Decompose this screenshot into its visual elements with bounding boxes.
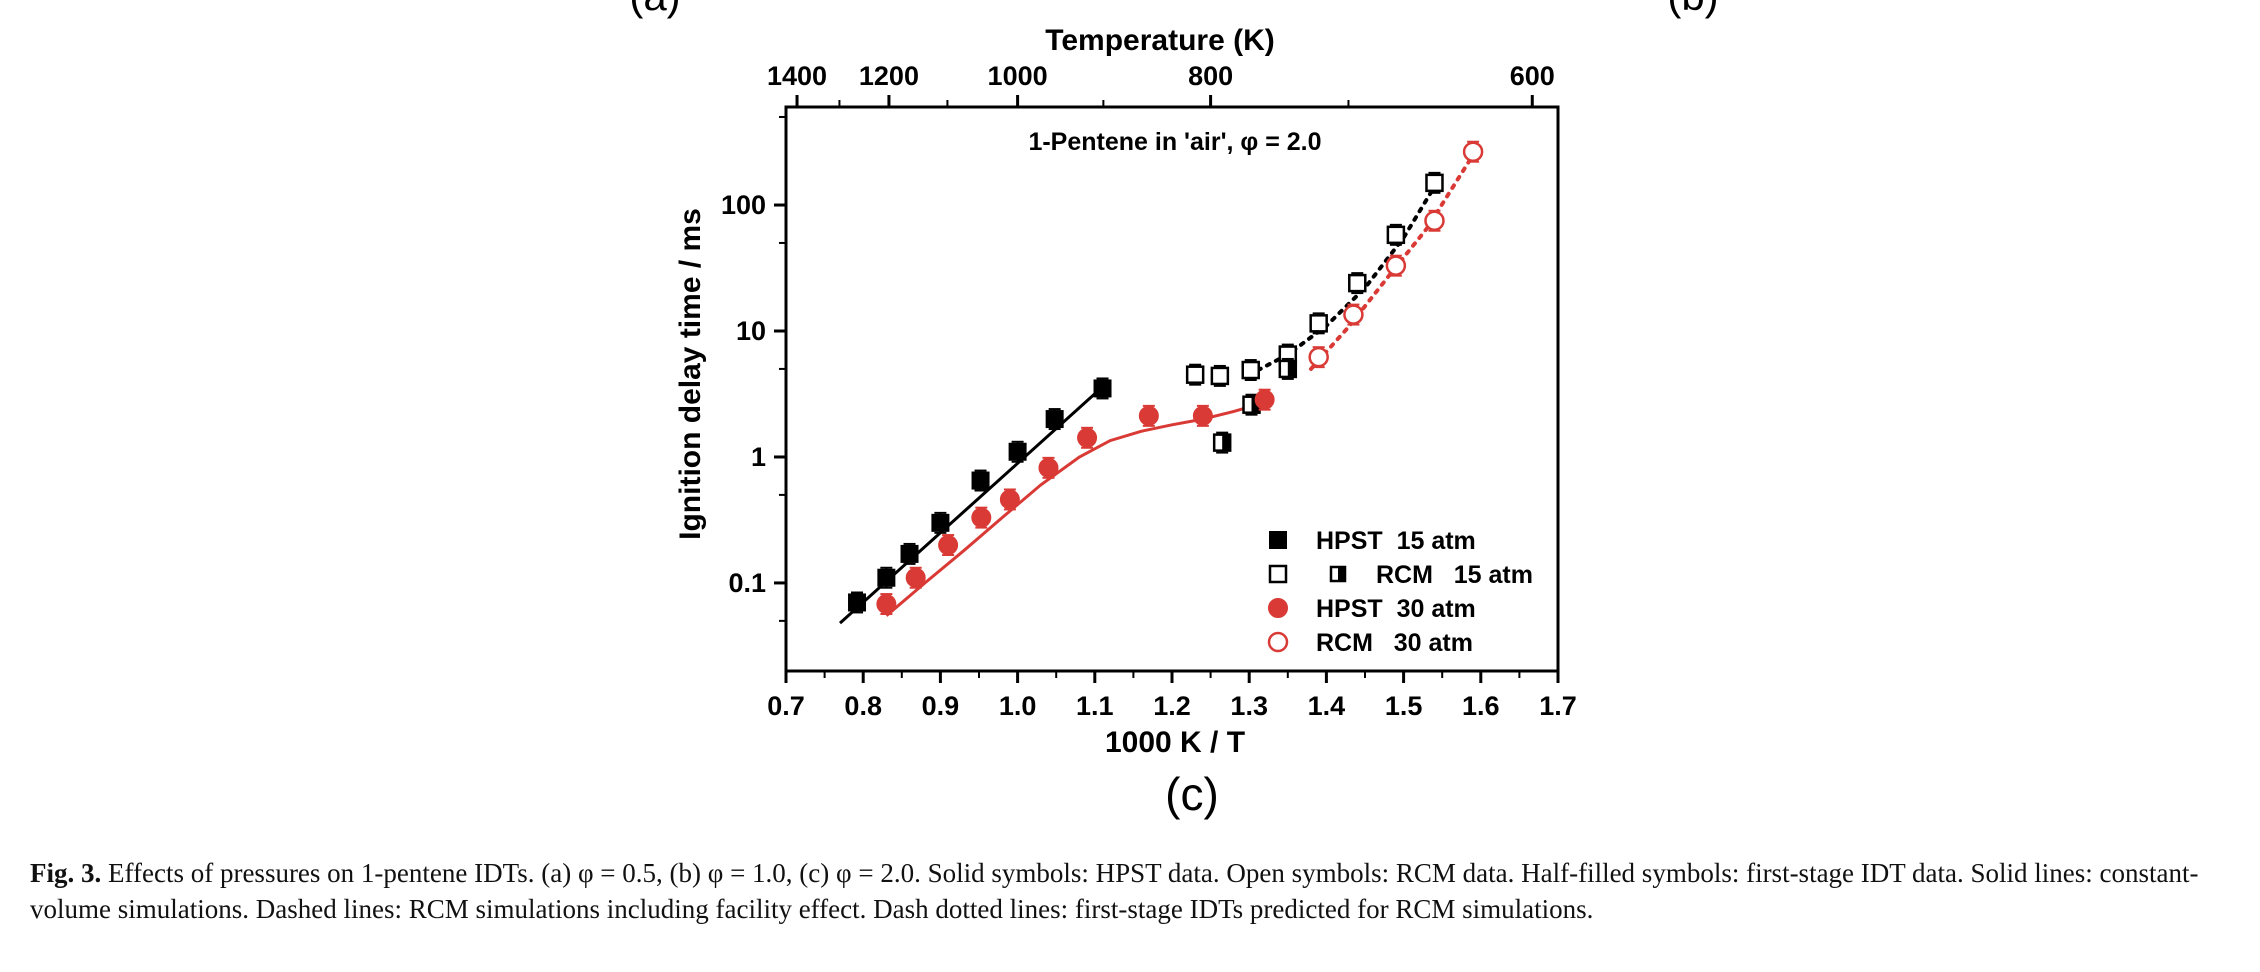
panel-label-b: (b) (1667, 0, 1718, 19)
data-point-half (1338, 567, 1345, 581)
data-point (1386, 225, 1406, 245)
x-tick-label: 1.1 (1076, 691, 1114, 721)
data-point (1269, 531, 1287, 549)
legend-label: RCM 15 atm (1376, 561, 1533, 589)
x-tick-label: 0.9 (922, 691, 960, 721)
axis-ticks: 0.7 0.8 0.9 1.0 1.1 1.2 1.3 1.4 1.5 1.6 1.7 0.1 1 10 1… (721, 61, 1577, 721)
data-point (938, 535, 959, 556)
panel-label-c: (c) (1165, 768, 1219, 820)
data-point (1343, 304, 1364, 325)
data-point (905, 567, 926, 588)
panel-label-a: (a) (629, 0, 680, 19)
data-point (1210, 366, 1230, 386)
data-point (931, 513, 950, 532)
data-point (877, 568, 896, 587)
y-tick-label: 10 (736, 316, 766, 346)
y-tick-label: 0.1 (728, 568, 766, 598)
data-point (1348, 273, 1367, 293)
data-point (900, 544, 919, 563)
top-tick-label: 600 (1510, 61, 1555, 91)
data-point (971, 507, 992, 528)
simulation-line (1247, 184, 1437, 377)
x-tick-label: 0.8 (844, 691, 882, 721)
x-tick-label: 1.2 (1153, 691, 1191, 721)
ignition-delay-chart: (a) (b) 0.7 0.8 0.9 1.0 1.1 1.2 1.3 1.4 1.5 1.6 1.… (629, 0, 1718, 820)
top-tick-label: 1400 (767, 61, 827, 91)
data-point (999, 489, 1020, 510)
data-point (1267, 631, 1289, 653)
data-point (1138, 405, 1159, 426)
x-tick-label: 1.3 (1230, 691, 1268, 721)
x-tick-label: 1.7 (1539, 691, 1577, 721)
x-tick-label: 1.5 (1385, 691, 1423, 721)
data-point (1077, 427, 1098, 448)
data-point (876, 594, 897, 615)
caption-figure-label: Fig. 3. (30, 858, 102, 888)
data-point (848, 593, 867, 612)
x-tick-label: 0.7 (767, 691, 805, 721)
data-point (1385, 255, 1407, 276)
figure-caption: Fig. 3. Effects of pressures on 1-penten… (30, 855, 2230, 927)
simulation-line (885, 401, 1266, 617)
data-point (1424, 210, 1445, 232)
legend-label: RCM 30 atm (1316, 629, 1473, 657)
data-point (1309, 314, 1328, 333)
data-point-half (1287, 360, 1296, 377)
data-point (1254, 389, 1275, 410)
x-axis-title: 1000 K / T (1105, 726, 1245, 759)
legend: HPST 15 atm RCM 15 atm HPST 30 atm RCM 30 a… (1267, 527, 1533, 657)
data-point (1192, 405, 1213, 426)
data-point (1241, 360, 1260, 380)
data-point (1185, 365, 1205, 384)
y-tick-label: 100 (721, 190, 766, 220)
data-point (1268, 598, 1288, 618)
data-point (1038, 457, 1059, 478)
data-point (1308, 346, 1329, 368)
data-point (1093, 379, 1112, 398)
y-tick-label: 1 (751, 442, 766, 472)
data-point (1045, 410, 1064, 429)
data-point (1008, 442, 1027, 461)
legend-label: HPST 15 atm (1316, 527, 1476, 555)
y-axis-title: Ignition delay time / ms (674, 208, 707, 540)
x-tick-label: 1.6 (1462, 691, 1500, 721)
data-point-half (1222, 434, 1231, 451)
data-point (1425, 173, 1444, 193)
x-tick-label: 1.4 (1308, 691, 1346, 721)
data-point (971, 471, 990, 490)
top-axis-title: Temperature (K) (1045, 24, 1274, 57)
data-point (1268, 564, 1288, 584)
x-tick-label: 1.0 (999, 691, 1037, 721)
data-point (1462, 141, 1484, 162)
data-points (848, 140, 1484, 616)
data-point-half (1251, 396, 1260, 413)
chart-title: 1-Pentene in 'air', φ = 2.0 (1028, 128, 1321, 156)
top-tick-label: 1200 (859, 61, 919, 91)
caption-text: Effects of pressures on 1-pentene IDTs. … (30, 858, 2199, 924)
top-tick-label: 800 (1188, 61, 1233, 91)
simulation-line (1309, 152, 1476, 371)
legend-label: HPST 30 atm (1316, 595, 1476, 623)
top-tick-label: 1000 (988, 61, 1048, 91)
